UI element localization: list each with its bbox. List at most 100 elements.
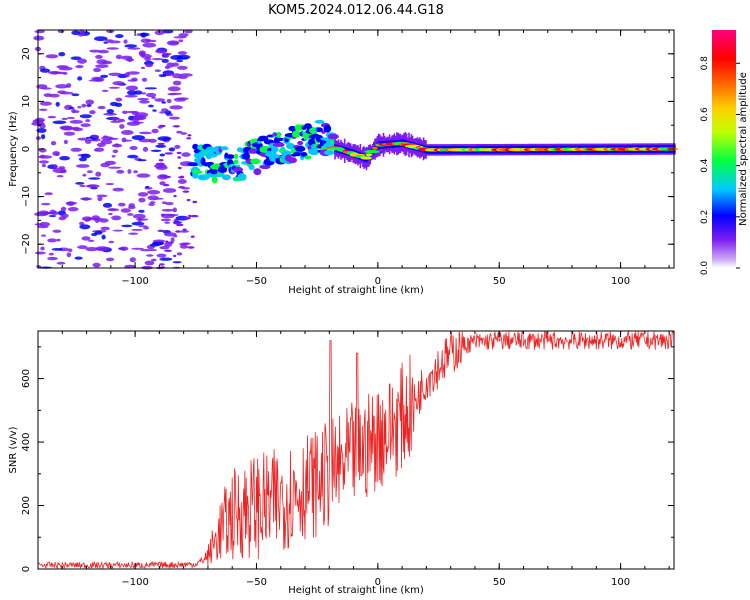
noise-speckle xyxy=(59,156,70,161)
noise-speckle xyxy=(159,111,165,114)
noise-speckle xyxy=(161,101,166,104)
noise-speckle xyxy=(165,240,169,243)
noise-speckle xyxy=(140,66,146,70)
noise-speckle xyxy=(114,143,120,147)
noise-speckle xyxy=(131,247,145,250)
noise-speckle xyxy=(102,202,113,208)
signal-peak xyxy=(364,150,380,154)
signal-blob xyxy=(308,148,320,156)
noise-speckle xyxy=(128,203,135,208)
signal-blob xyxy=(211,176,218,184)
noise-speckle xyxy=(33,35,45,41)
noise-speckle xyxy=(131,135,145,141)
noise-speckle xyxy=(39,101,52,106)
noise-speckle xyxy=(108,72,122,77)
noise-speckle xyxy=(108,166,122,169)
signal-blob xyxy=(248,164,255,171)
noise-speckle xyxy=(47,238,57,243)
signal-blob xyxy=(221,174,231,181)
noise-speckle xyxy=(45,54,59,59)
noise-speckle xyxy=(95,171,102,177)
noise-speckle xyxy=(127,47,141,50)
noise-speckle xyxy=(127,169,132,174)
noise-speckle xyxy=(95,64,109,69)
noise-speckle xyxy=(34,117,46,123)
noise-speckle xyxy=(61,117,68,121)
noise-speckle xyxy=(88,177,101,180)
noise-speckle xyxy=(97,49,109,54)
noise-speckle xyxy=(105,183,115,185)
snr-line xyxy=(37,330,675,570)
noise-speckle xyxy=(107,40,121,44)
noise-speckle xyxy=(108,208,116,211)
noise-speckle xyxy=(157,229,165,232)
noise-speckle xyxy=(101,234,106,240)
noise-speckle xyxy=(156,253,167,258)
noise-speckle xyxy=(119,246,129,251)
noise-speckle xyxy=(51,248,63,251)
noise-speckle xyxy=(151,128,159,134)
noise-speckle xyxy=(152,109,157,112)
spectrogram-x-label: Height of straight line (km) xyxy=(288,285,424,296)
noise-speckle xyxy=(85,247,99,252)
noise-speckle xyxy=(175,215,190,221)
noise-speckle xyxy=(147,195,159,201)
noise-speckle xyxy=(186,198,191,202)
noise-speckle xyxy=(47,115,57,119)
noise-speckle xyxy=(180,132,188,135)
noise-speckle xyxy=(190,214,199,218)
noise-speckle xyxy=(173,97,186,102)
noise-speckle xyxy=(77,106,82,109)
noise-speckle xyxy=(151,96,156,99)
noise-speckle xyxy=(129,146,138,150)
noise-speckle xyxy=(164,152,173,155)
noise-speckle xyxy=(134,90,143,95)
noise-speckle xyxy=(164,249,172,252)
noise-speckle xyxy=(93,67,102,73)
noise-speckle xyxy=(169,105,183,110)
noise-speckle xyxy=(177,51,187,55)
noise-speckle xyxy=(48,93,60,98)
noise-speckle xyxy=(44,192,53,196)
noise-speckle xyxy=(96,59,108,65)
noise-speckle xyxy=(175,230,181,233)
noise-speckle xyxy=(119,124,125,129)
noise-speckle xyxy=(144,260,155,266)
noise-speckle xyxy=(80,123,91,127)
noise-speckle xyxy=(123,39,128,44)
noise-speckle xyxy=(79,224,91,230)
figure-title: KOM5.2024.012.06.44.G18 xyxy=(268,3,444,18)
noise-speckle xyxy=(41,163,46,168)
noise-speckle xyxy=(58,52,66,57)
noise-speckle xyxy=(61,213,69,218)
noise-speckle xyxy=(106,109,115,114)
noise-speckle xyxy=(60,126,74,131)
noise-speckle xyxy=(127,57,133,63)
noise-speckle xyxy=(104,160,117,165)
noise-speckle xyxy=(177,65,188,70)
noise-speckle xyxy=(96,194,108,198)
noise-speckle xyxy=(141,92,147,95)
noise-speckle xyxy=(36,128,47,133)
noise-speckle xyxy=(38,155,53,159)
noise-speckle xyxy=(56,261,66,265)
noise-speckle xyxy=(81,236,91,241)
noise-speckle xyxy=(190,235,195,238)
noise-speckle xyxy=(103,41,109,44)
snr-y-label: SNR (v/v) xyxy=(8,426,19,473)
noise-speckle xyxy=(120,208,131,213)
x-tick-label: 50 xyxy=(493,276,506,287)
noise-speckle xyxy=(140,249,154,252)
x-tick-label: 50 xyxy=(493,577,506,588)
snr-x-label: Height of straight line (km) xyxy=(288,585,424,596)
noise-speckle xyxy=(86,170,93,174)
snr-series xyxy=(37,330,675,570)
noise-speckle xyxy=(148,104,154,108)
noise-speckle xyxy=(176,151,182,155)
noise-speckle xyxy=(121,224,133,228)
noise-speckle xyxy=(93,149,99,152)
noise-speckle xyxy=(34,29,45,34)
signal-blob xyxy=(253,168,262,176)
noise-speckle xyxy=(178,33,189,37)
